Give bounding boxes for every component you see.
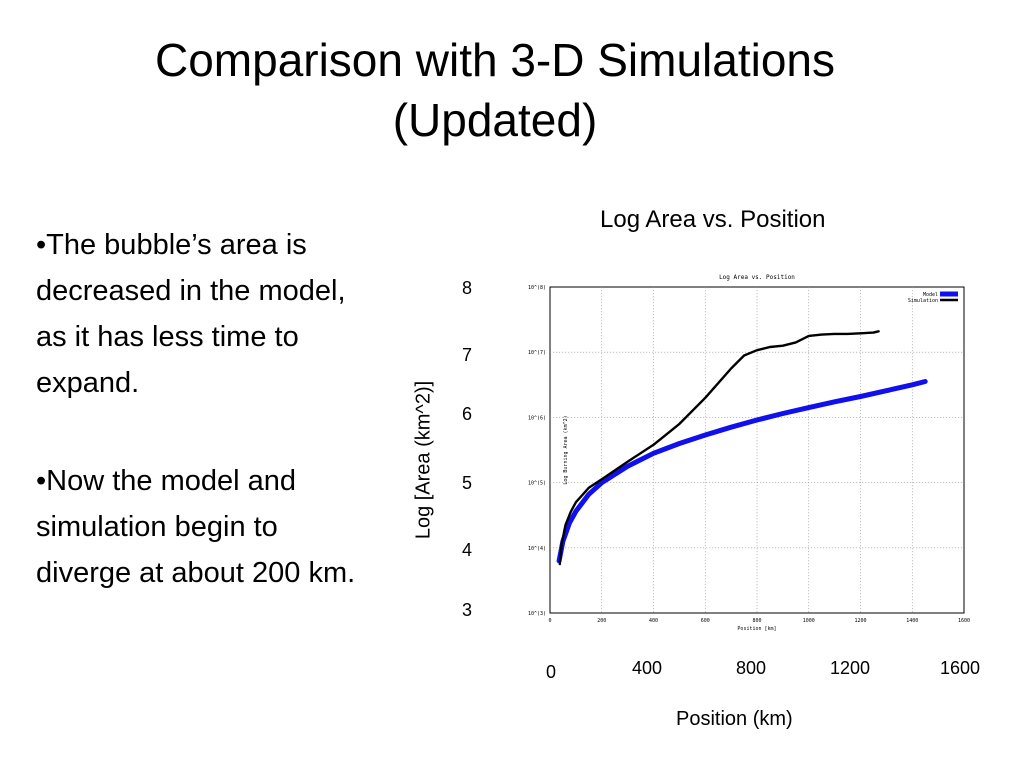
y-tick-label: 10^(5) bbox=[528, 481, 546, 487]
x-tick-label: 1200 bbox=[854, 618, 866, 624]
y-tick-label: 8 bbox=[462, 278, 473, 298]
y-tick-label: 10^(7) bbox=[528, 350, 546, 356]
inner-x-axis-label: Position [km] bbox=[737, 626, 776, 632]
chart-image: Log Area vs. Position 0 200 400 600 800 1000 12… bbox=[518, 268, 978, 646]
y-tick-label: 6 bbox=[462, 404, 473, 424]
y-tick-label: 5 bbox=[462, 473, 473, 493]
x-tick-label: 200 bbox=[597, 618, 606, 624]
legend-label: Model bbox=[923, 292, 938, 298]
bullet-list: •The bubble’s area is decreased in the m… bbox=[36, 222, 371, 648]
legend-label: Simulation bbox=[908, 298, 938, 304]
chart-caption: Log Area vs. Position bbox=[600, 206, 826, 233]
x-tick-label: 1600 bbox=[958, 618, 970, 624]
y-tick-label: 10^(3) bbox=[528, 611, 546, 617]
y-tick-label: 10^(4) bbox=[528, 546, 546, 552]
y-tick-label: 10^(6) bbox=[528, 415, 546, 421]
y-axis-label: Log [Area (km^2)] bbox=[412, 380, 435, 540]
x-tick-label: 1200 bbox=[830, 658, 871, 678]
slide-title: Comparison with 3-D Simulations (Updated… bbox=[0, 30, 990, 150]
inner-plot-title: Log Area vs. Position bbox=[719, 274, 795, 281]
x-tick-label: 400 bbox=[649, 618, 658, 624]
x-tick-label: 0 bbox=[546, 662, 557, 682]
plot-background bbox=[518, 268, 978, 646]
x-tick-label: 1400 bbox=[906, 618, 918, 624]
x-tick-label: 800 bbox=[736, 658, 767, 678]
series-line-simulation bbox=[558, 330, 880, 566]
y-tick-label: 10^(8) bbox=[528, 285, 546, 291]
x-tick-label: 800 bbox=[752, 618, 761, 624]
x-tick-label: 0 bbox=[548, 618, 551, 624]
y-tick-label: 3 bbox=[462, 600, 473, 620]
x-axis-label: Position (km) bbox=[676, 708, 793, 730]
y-tick-label: 4 bbox=[462, 540, 473, 560]
x-tick-label: 1000 bbox=[803, 618, 815, 624]
slide-title-line-1: Comparison with 3-D Simulations bbox=[154, 34, 836, 86]
bullet-1: •The bubble’s area is decreased in the m… bbox=[36, 229, 346, 399]
y-tick-label: 7 bbox=[462, 345, 473, 365]
bullet-2: •Now the model and simulation begin to d… bbox=[36, 465, 356, 589]
inner-y-axis-label: Log Burning Area (km^2) bbox=[563, 415, 569, 484]
slide-title-line-2: (Updated) bbox=[392, 94, 598, 146]
series-line-model bbox=[556, 379, 928, 564]
x-tick-label: 1600 bbox=[940, 658, 981, 678]
x-tick-label: 600 bbox=[701, 618, 710, 624]
x-tick-label: 400 bbox=[632, 658, 663, 678]
